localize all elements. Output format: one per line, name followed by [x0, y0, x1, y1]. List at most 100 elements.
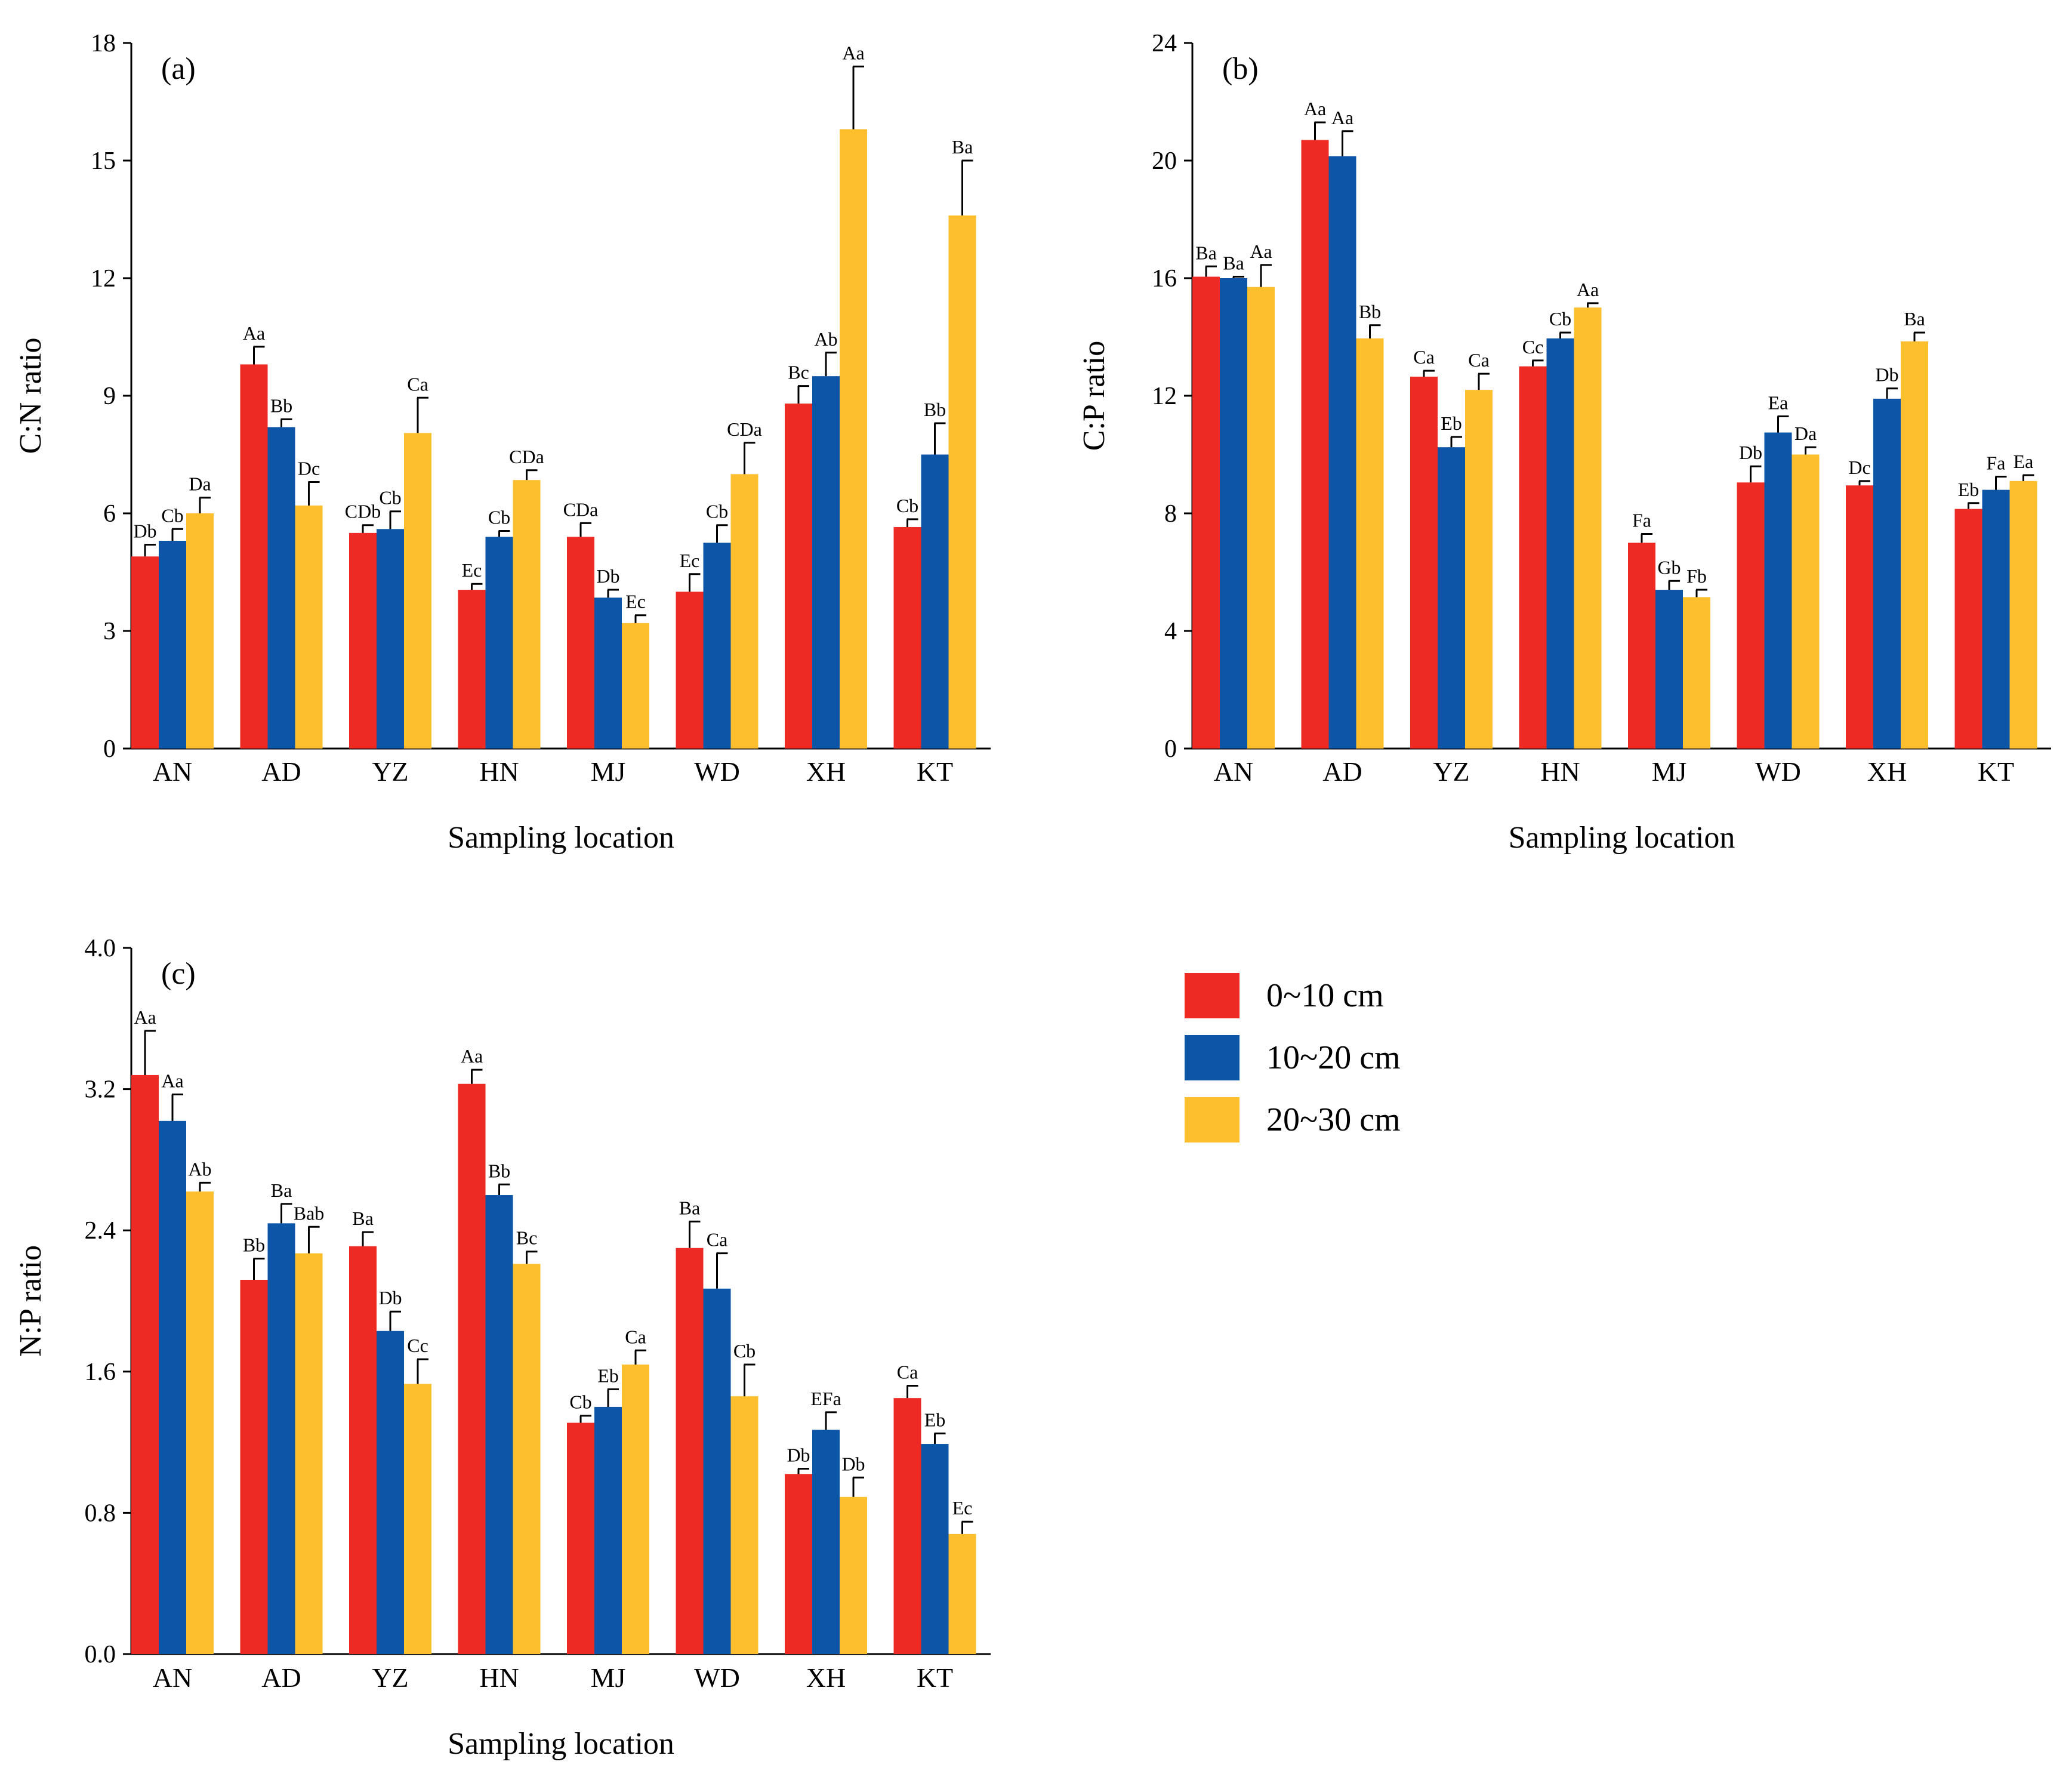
x-tick-label: YZ — [372, 1662, 408, 1693]
significance-label: Eb — [924, 1409, 946, 1430]
error-bar — [471, 583, 483, 590]
legend-swatch-1 — [1185, 973, 1240, 1018]
bar-an-series-2 — [1220, 278, 1247, 749]
bar-kt-series-3 — [948, 1533, 976, 1654]
chart-panel-a: 0 3 6 9 12 15 18 (a) C:N ratio Sampling location A… — [14, 30, 991, 855]
y-tick-label: 8 — [1164, 500, 1177, 528]
bar-kt-series-2 — [921, 454, 949, 749]
y-tick-label: 24 — [1152, 30, 1177, 57]
y-tick-label: 9 — [103, 383, 116, 410]
bar-kt-series-2 — [1982, 489, 2010, 749]
x-tick-label: XH — [1867, 756, 1907, 787]
bar-mj-series-3 — [622, 623, 649, 749]
significance-label: Cb — [706, 501, 728, 522]
significance-label: Eb — [1441, 412, 1462, 434]
bar-wd-series-2 — [1764, 432, 1792, 749]
significance-label: Aa — [243, 322, 265, 344]
y-axis-title: C:P ratio — [1077, 341, 1111, 451]
bar-wd-series-2 — [703, 1288, 731, 1654]
legend-label-2: 10~20 cm — [1266, 1039, 1401, 1076]
bar-an-series-1 — [131, 556, 159, 749]
bar-wd-series-2 — [703, 543, 731, 749]
error-bar — [1886, 387, 1898, 399]
error-bar — [417, 1358, 428, 1384]
significance-label: Dc — [298, 457, 320, 479]
bar-an-series-3 — [186, 1191, 214, 1654]
error-bar — [607, 589, 619, 598]
bar-hn-series-1 — [1519, 366, 1547, 749]
significance-label: Bc — [788, 362, 809, 383]
error-bar — [362, 524, 374, 533]
error-bar — [689, 1220, 701, 1248]
significance-label: Ba — [271, 1180, 292, 1201]
significance-label: Cb — [488, 507, 510, 528]
significance-label: Ba — [679, 1197, 701, 1218]
significance-label: Cc — [407, 1335, 428, 1356]
error-bar — [716, 524, 728, 543]
significance-label: CDb — [345, 501, 381, 522]
x-tick-label: YZ — [1433, 756, 1469, 787]
bar-xh-series-3 — [840, 129, 867, 749]
error-bar — [797, 385, 809, 404]
panel-label: (a) — [161, 52, 196, 86]
bar-yz-series-1 — [349, 1246, 377, 1654]
x-tick-label: AN — [153, 756, 192, 787]
significance-label: Aa — [842, 42, 864, 63]
y-tick-label: 12 — [91, 265, 116, 292]
error-bar — [1369, 324, 1381, 338]
error-bar — [852, 1476, 864, 1497]
bar-hn-series-3 — [1574, 307, 1602, 749]
error-bar — [498, 1183, 510, 1196]
error-bar — [2022, 474, 2034, 481]
bar-xh-series-3 — [1901, 341, 1928, 749]
bar-ad-series-2 — [267, 1223, 295, 1654]
bar-an-series-2 — [159, 1120, 186, 1654]
significance-label: Db — [1739, 442, 1762, 463]
error-bar — [171, 528, 183, 541]
significance-label: Ab — [814, 328, 837, 350]
y-tick-label: 18 — [91, 30, 116, 57]
bar-ad-series-1 — [1301, 140, 1329, 749]
significance-label: Da — [1794, 423, 1817, 444]
significance-label: Ec — [952, 1497, 973, 1519]
y-tick-label: 15 — [91, 147, 116, 175]
significance-label: Fa — [1987, 452, 2006, 473]
x-tick-label: HN — [479, 1662, 519, 1693]
bar-xh-series-3 — [840, 1496, 867, 1654]
significance-label: Cb — [569, 1391, 591, 1413]
bar-kt-series-2 — [921, 1444, 949, 1654]
y-tick-label: 2.4 — [85, 1217, 116, 1245]
error-bar — [1750, 465, 1762, 483]
significance-label: Cb — [379, 487, 401, 509]
significance-label: Aa — [134, 1006, 156, 1028]
bar-kt-series-1 — [893, 526, 921, 749]
significance-label: Db — [596, 565, 619, 587]
significance-label: Ca — [1413, 346, 1435, 368]
error-bar — [144, 544, 156, 557]
legend-swatch-2 — [1185, 1035, 1240, 1080]
significance-label: Db — [841, 1453, 865, 1474]
error-bar — [253, 1258, 265, 1280]
bar-ad-series-3 — [1356, 338, 1384, 749]
y-tick-label: 0.8 — [85, 1499, 116, 1527]
error-bar — [1858, 480, 1870, 486]
x-tick-label: YZ — [372, 756, 408, 787]
x-tick-label: WD — [1755, 756, 1801, 787]
chart-panel-b: 0 4 8 12 16 20 24 (b) C:P ratio Sampling location… — [1077, 30, 2051, 855]
error-bar — [607, 1388, 619, 1407]
x-tick-label: AN — [153, 1662, 192, 1693]
significance-label: Bab — [294, 1202, 325, 1224]
bar-ad-series-2 — [267, 427, 295, 749]
bar-an-series-3 — [186, 513, 214, 749]
bar-xh-series-2 — [812, 376, 840, 749]
bar-xh-series-1 — [785, 404, 812, 749]
significance-label: Aa — [161, 1070, 183, 1091]
significance-label: Eb — [597, 1365, 619, 1386]
significance-label: Dc — [1848, 457, 1870, 478]
bar-wd-series-1 — [1737, 482, 1765, 749]
bar-kt-series-3 — [2009, 481, 2037, 749]
y-axis-title: N:P ratio — [14, 1245, 48, 1357]
significance-label: Bb — [488, 1160, 510, 1181]
bar-kt-series-1 — [1954, 509, 1982, 749]
